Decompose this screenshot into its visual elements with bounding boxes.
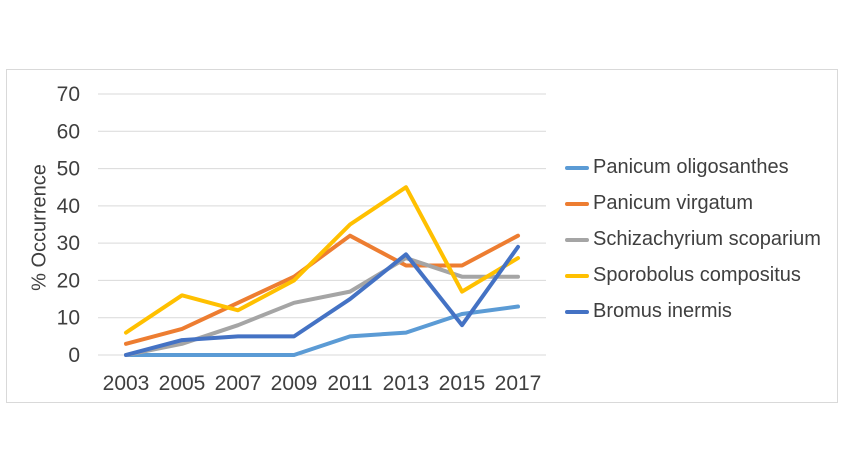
legend-item-label: Bromus inermis [593,300,732,322]
legend-item: Sporobolus compositus [565,264,821,287]
y-axis-title: % Occurrence [28,164,51,291]
legend-marker-line [565,201,589,206]
y-tick-label: 20 [57,269,80,292]
chart-container: 0 10 20 30 40 50 60 70 2003 2005 2007 2009 2011 2013 2… [6,69,838,403]
x-tick-label: 2005 [159,372,206,395]
y-tick-label: 60 [57,120,80,143]
legend-item-label: Panicum oligosanthes [593,156,789,178]
legend: Panicum oligosanthes Panicum virgatum Schi… [565,156,821,323]
y-tick-label: 50 [57,158,80,181]
x-tick-label: 2013 [383,372,430,395]
legend-item-label: Schizachyrium scoparium [593,228,821,250]
legend-item: Panicum virgatum [565,192,821,215]
y-tick-label: 70 [57,83,80,106]
legend-marker-line [565,309,589,314]
x-tick-label: 2007 [215,372,262,395]
legend-item-label: Panicum virgatum [593,192,754,214]
series-line [124,185,520,335]
series-line [124,244,520,357]
legend-item: Panicum oligosanthes [565,156,821,179]
line-chart-plot: 0 10 20 30 40 50 60 70 2003 2005 2007 2009 2011 2013 2… [57,83,546,395]
x-tick-label: 2015 [439,372,486,395]
x-tick-label: 2011 [327,372,372,395]
legend-item-label: Sporobolus compositus [593,264,801,286]
legend-marker-line [565,237,589,242]
legend-item: Schizachyrium scoparium [565,228,821,251]
x-tick-label: 2009 [271,372,318,395]
x-tick-label: 2017 [495,372,542,395]
x-tick-label: 2003 [103,372,150,395]
y-tick-label: 30 [57,232,80,255]
legend-marker-line [565,273,589,278]
legend-item: Bromus inermis [565,300,821,323]
y-tick-label: 10 [57,307,80,330]
series-line [124,233,520,346]
series-line [124,304,520,357]
legend-marker-line [565,165,589,170]
y-tick-label: 0 [68,344,80,367]
y-tick-label: 40 [57,195,80,218]
